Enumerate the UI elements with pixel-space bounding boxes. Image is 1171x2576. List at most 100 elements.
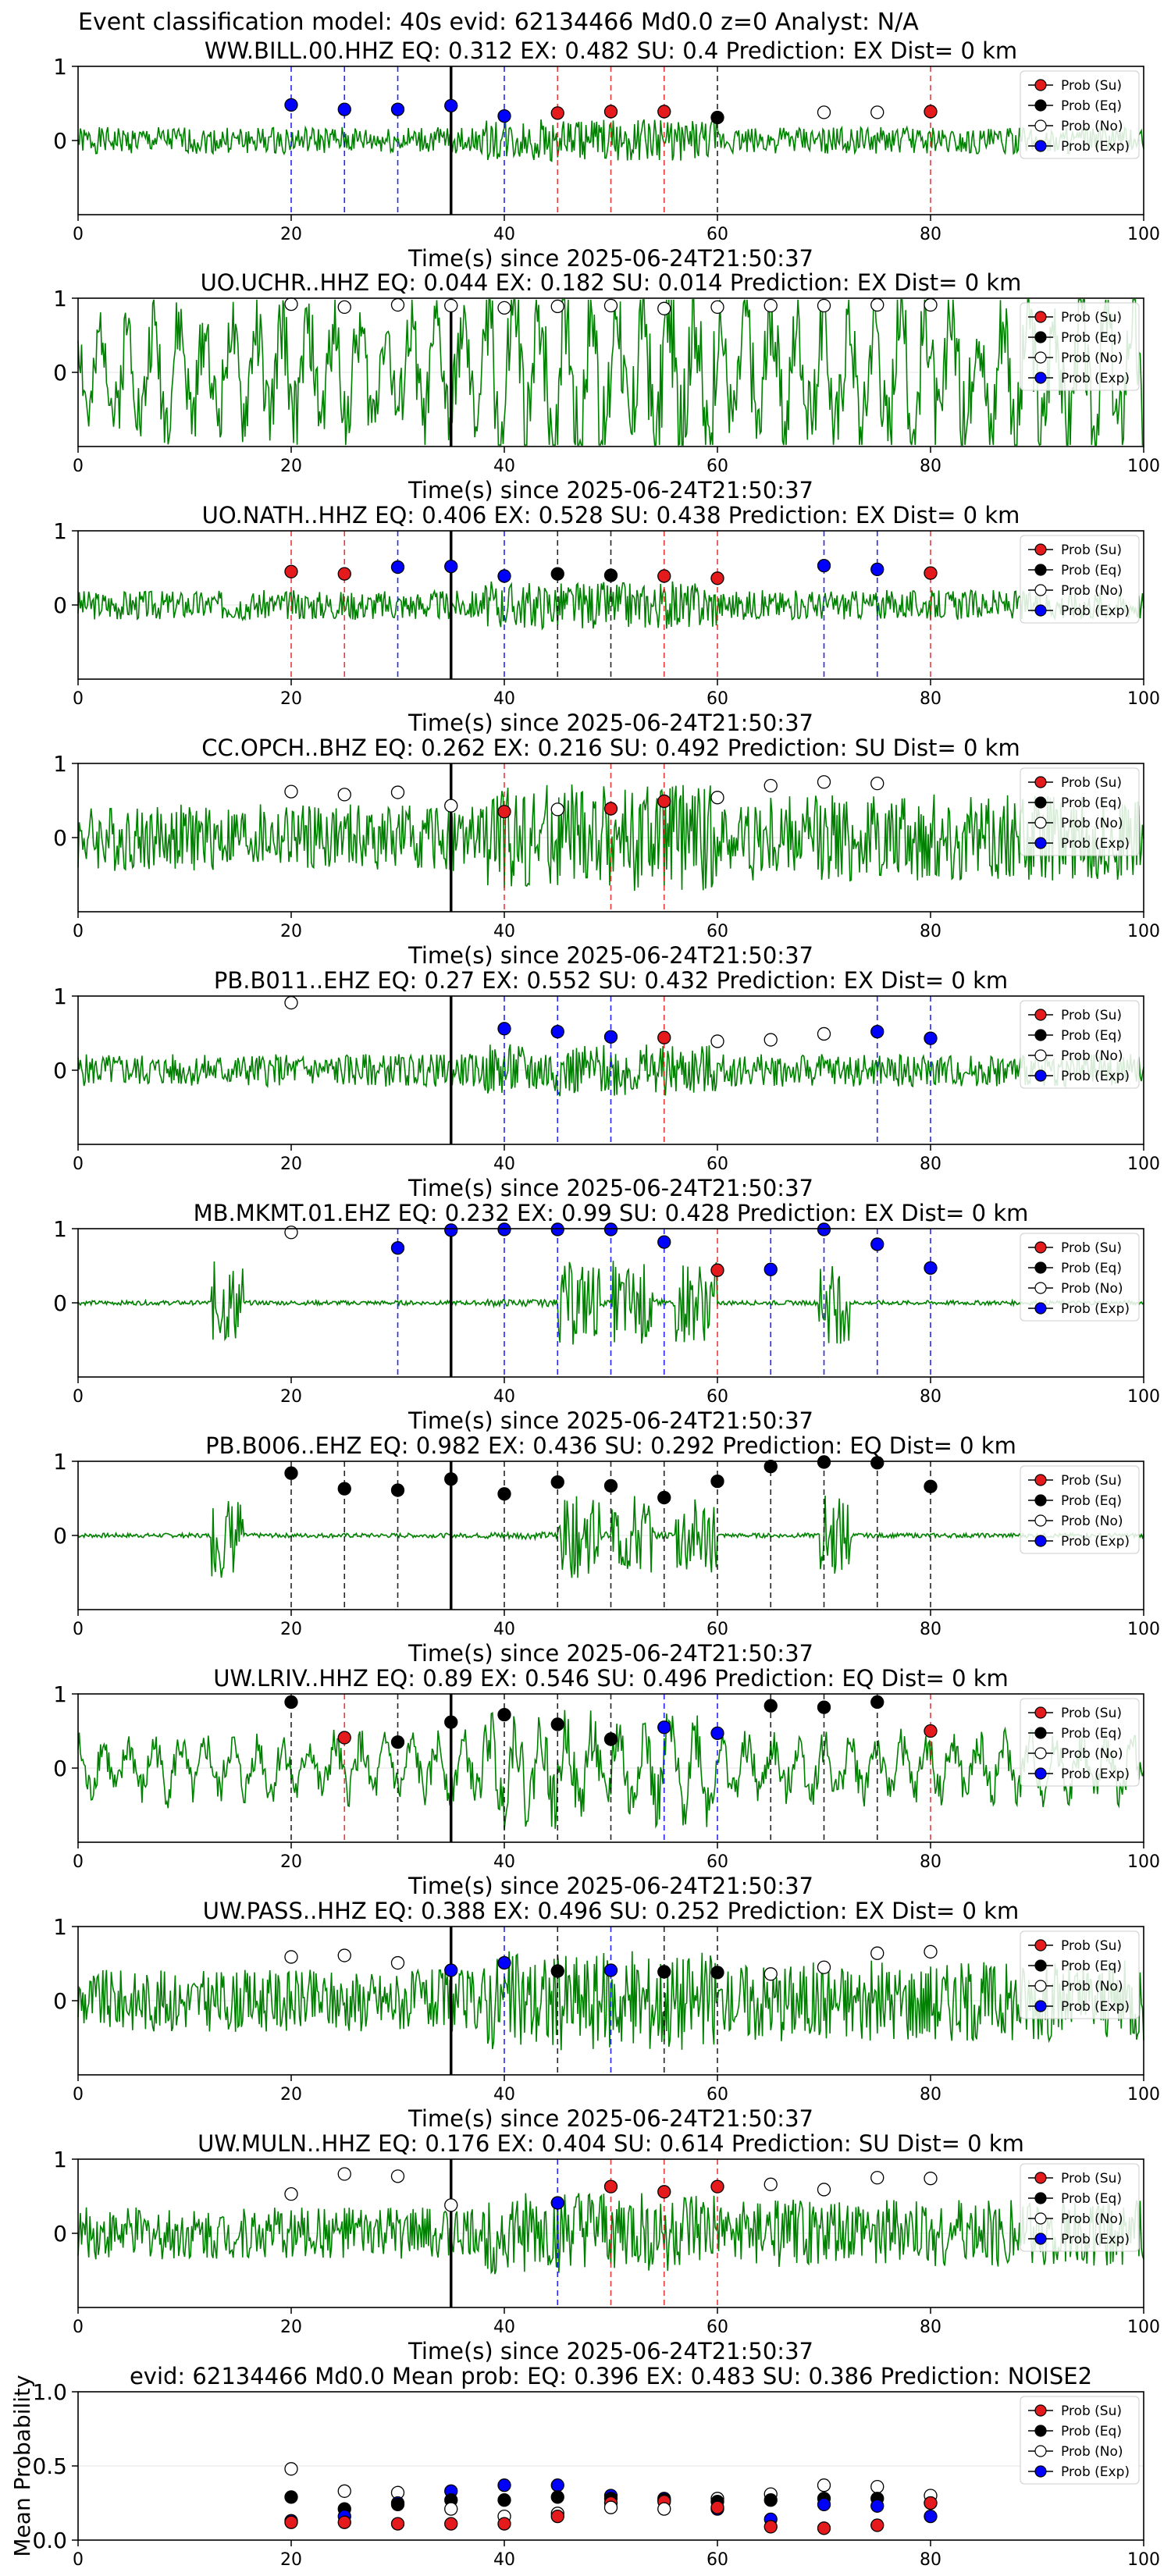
legend-marker-exp [1034, 2233, 1047, 2245]
prob-point-exp [284, 98, 298, 112]
legend: Prob (Su) Prob (Eq) Prob (No) Prob (Exp) [1020, 1698, 1140, 1787]
legend-label-eq: Prob (Eq) [1061, 2424, 1122, 2439]
prob-point-no [870, 105, 884, 119]
prob-point-no [870, 2171, 884, 2185]
prob-point-no [870, 297, 884, 312]
x-tick-label: 40 [493, 689, 515, 709]
x-tick-label: 40 [493, 922, 515, 941]
legend-box [1020, 1930, 1140, 2019]
x-tick-label: 40 [493, 2318, 515, 2337]
legend-box [1020, 767, 1140, 856]
chart-panel-3: UO.NATH..HHZ EQ: 0.406 EX: 0.528 SU: 0.4… [53, 502, 1160, 736]
prob-point-eq [390, 1483, 405, 1497]
legend: Prob (Su) Prob (Eq) Prob (No) Prob (Exp) [1020, 2163, 1140, 2252]
legend: Prob (Su) Prob (Eq) Prob (No) Prob (Exp) [1020, 2396, 1140, 2485]
prob-point-eq [550, 1964, 564, 1978]
legend-marker-eq [1034, 564, 1047, 576]
x-tick-label: 20 [280, 225, 302, 244]
legend-marker-exp [1034, 1535, 1047, 1547]
prob-point-no [337, 788, 351, 802]
prob-point-exp [550, 2196, 564, 2210]
legend-marker-exp [1034, 140, 1047, 152]
prob-point-eq [817, 1455, 831, 1469]
legend-box [1020, 2163, 1140, 2252]
legend-label-exp: Prob (Exp) [1061, 1999, 1130, 2015]
legend-box [1020, 1000, 1140, 1089]
legend-label-su: Prob (Su) [1061, 2403, 1122, 2419]
legend-label-no: Prob (No) [1061, 1746, 1123, 1762]
prob-point-eq [763, 2493, 778, 2507]
chart-panel-9: UW.PASS..HHZ EQ: 0.388 EX: 0.496 SU: 0.2… [53, 1898, 1160, 2132]
legend-label-eq: Prob (Eq) [1061, 1261, 1122, 1276]
panel-title: UO.UCHR..HHZ EQ: 0.044 EX: 0.182 SU: 0.0… [201, 269, 1022, 296]
x-tick-label: 100 [1127, 1155, 1160, 1174]
legend-marker-exp [1034, 2465, 1047, 2478]
prob-point-no [337, 2167, 351, 2181]
prob-point-no [870, 2479, 884, 2494]
panel-title: evid: 62134466 Md0.0 Mean prob: EQ: 0.39… [130, 2363, 1092, 2389]
x-tick-label: 20 [280, 689, 302, 709]
prob-point-exp [444, 1223, 458, 1237]
chart-panel-7: PB.B006..EHZ EQ: 0.982 EX: 0.436 SU: 0.2… [53, 1432, 1160, 1667]
x-tick-label: 0 [73, 1387, 84, 1407]
chart-panel-5: PB.B011..EHZ EQ: 0.27 EX: 0.552 SU: 0.43… [53, 967, 1160, 1201]
legend-label-no: Prob (No) [1061, 1979, 1123, 1994]
legend-label-su: Prob (Su) [1061, 310, 1122, 326]
prob-point-su [603, 802, 618, 816]
legend-label-su: Prob (Su) [1061, 1240, 1122, 1256]
legend-marker-eq [1034, 1029, 1047, 1041]
legend-box [1020, 302, 1140, 391]
prob-point-no [710, 791, 724, 805]
prob-point-su [337, 567, 351, 581]
prob-point-eq [710, 110, 724, 125]
prob-point-exp [497, 569, 511, 583]
prob-point-su [924, 2496, 938, 2510]
prob-point-exp [603, 1222, 618, 1236]
prob-point-exp [550, 2478, 564, 2492]
prob-point-no [284, 2186, 298, 2201]
prob-point-su [817, 2521, 831, 2535]
y-tick-label: 0 [53, 360, 67, 386]
prob-point-no [763, 778, 778, 793]
prob-point-eq [284, 1466, 298, 1480]
x-tick-label: 0 [73, 457, 84, 476]
legend-box [1020, 1233, 1140, 1322]
prob-point-eq [763, 1699, 778, 1713]
x-tick-label: 100 [1127, 225, 1160, 244]
prob-point-no [817, 2478, 831, 2492]
x-tick-label: 20 [280, 457, 302, 476]
legend-marker-exp [1034, 1767, 1047, 1780]
legend-label-no: Prob (No) [1061, 816, 1123, 831]
prob-point-eq [390, 1735, 405, 1749]
legend: Prob (Su) Prob (Eq) Prob (No) Prob (Exp) [1020, 1000, 1140, 1089]
x-tick-label: 40 [493, 2085, 515, 2105]
legend-marker-su [1034, 1939, 1047, 1952]
legend-label-no: Prob (No) [1061, 2211, 1123, 2227]
prob-point-no [550, 802, 564, 817]
legend-marker-su [1034, 2172, 1047, 2184]
legend-label-su: Prob (Su) [1061, 543, 1122, 558]
prob-point-exp [817, 1222, 831, 1236]
y-tick-label: 1 [53, 1681, 67, 1707]
legend-label-exp: Prob (Exp) [1061, 836, 1130, 852]
x-tick-label: 60 [707, 1387, 728, 1407]
y-tick-label: 1 [53, 518, 67, 544]
x-tick-label: 100 [1127, 2318, 1160, 2337]
legend-marker-su [1034, 1009, 1047, 1021]
y-tick-label: 1 [53, 2147, 67, 2172]
legend-label-exp: Prob (Exp) [1061, 1069, 1130, 1084]
prob-point-eq [603, 1732, 618, 1746]
prob-point-eq [444, 1472, 458, 1486]
legend-marker-no [1034, 1049, 1047, 1062]
y-tick-label: 0 [53, 1058, 67, 1083]
prob-point-no [817, 2183, 831, 2197]
x-tick-label: 40 [493, 2550, 515, 2570]
y-tick-label: 1 [53, 1216, 67, 1242]
legend-marker-su [1034, 1241, 1047, 1254]
y-tick-label: 1 [53, 984, 67, 1009]
y-tick-label: 0 [53, 2221, 67, 2247]
x-tick-label: 20 [280, 2085, 302, 2105]
legend-label-su: Prob (Su) [1061, 1938, 1122, 1954]
prob-point-exp [390, 560, 405, 575]
legend-label-no: Prob (No) [1061, 1281, 1123, 1297]
